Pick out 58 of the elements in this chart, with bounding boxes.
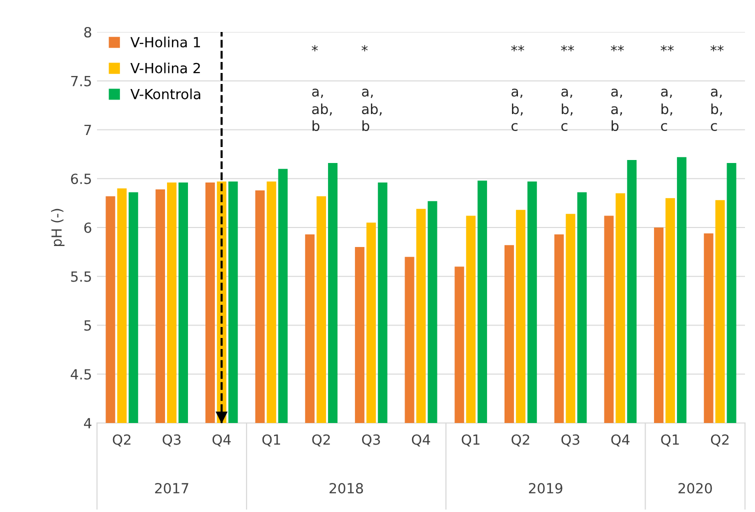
y-tick-label: 5.5	[71, 272, 91, 282]
annotation: **	[710, 45, 724, 52]
annotation: b	[312, 120, 320, 132]
annotation: b,	[512, 103, 523, 116]
x-tick-label: Q4	[412, 434, 430, 446]
annotation: a,	[362, 88, 373, 98]
annotation: **	[560, 45, 574, 52]
annotation: a,	[512, 88, 522, 98]
annotation: a,	[661, 88, 672, 98]
annotation: *	[312, 45, 318, 52]
annotation: a,	[561, 88, 572, 98]
annotation: **	[511, 45, 524, 52]
x-tick-label: Q1	[462, 434, 480, 446]
annotation: **	[610, 45, 624, 52]
annotation: ab,	[312, 103, 332, 116]
x-tick-label: Q1	[262, 434, 280, 446]
x-tick-label: Q1	[661, 434, 679, 446]
annotation: b,	[711, 103, 722, 116]
x-tick-label: Q2	[512, 434, 530, 446]
x-tick-label: Q4	[611, 434, 630, 446]
annotation: c	[661, 123, 668, 132]
annotation: b,	[562, 103, 572, 116]
annotation: a,	[312, 88, 323, 98]
annotation: c	[710, 123, 717, 132]
y-tick-label: 6.5	[71, 174, 91, 184]
annotation: **	[660, 45, 674, 52]
y-tick-label: 6	[84, 222, 92, 233]
x-tick-label: Q3	[362, 434, 380, 446]
annotation: *	[362, 45, 368, 52]
y-tick-label: 4	[84, 418, 92, 428]
y-tick-label: 7	[84, 124, 91, 136]
legend-label: V-Holina 1	[130, 36, 200, 48]
text: 2018	[330, 482, 363, 494]
x-tick-label: Q2	[312, 434, 330, 446]
annotation: ab,	[362, 103, 382, 116]
y-tick-label: 7.5	[71, 76, 91, 86]
x-tick-label: Q4	[212, 434, 231, 446]
annotation: b	[362, 120, 370, 132]
annotation: a,	[611, 88, 622, 98]
annotation: c	[561, 123, 568, 132]
annotation: b	[612, 120, 618, 132]
x-tick-label: Q2	[710, 434, 729, 446]
annotation: a,	[611, 106, 622, 116]
x-tick-label: Q3	[162, 434, 181, 446]
text: 2017	[155, 482, 188, 494]
x-tick-label: Q3	[561, 434, 580, 446]
y-axis-title: pH (-)	[51, 208, 64, 246]
y-tick-label: 5	[84, 320, 91, 331]
text: 2020	[678, 482, 712, 494]
annotation: c	[511, 123, 518, 132]
legend-label: V-Kontrola	[130, 88, 200, 100]
annotation: a,	[710, 88, 722, 98]
annotation: b,	[662, 103, 672, 116]
y-tick-label: 4.5	[70, 369, 91, 380]
legend-label: V-Holina 2	[130, 62, 200, 74]
text: 2019	[528, 482, 562, 494]
y-tick-label: 8	[84, 26, 92, 38]
x-tick-label: Q2	[112, 434, 130, 446]
